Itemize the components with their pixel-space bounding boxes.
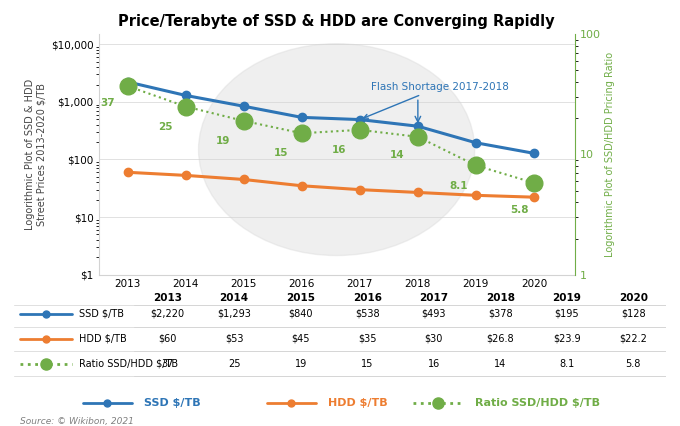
- Text: 2017: 2017: [419, 294, 448, 303]
- Text: 19: 19: [216, 136, 231, 146]
- Text: $378: $378: [488, 308, 513, 319]
- Text: SSD $/TB: SSD $/TB: [144, 397, 201, 408]
- Text: 2016: 2016: [288, 279, 315, 289]
- Text: 8.1: 8.1: [449, 181, 468, 190]
- Text: 2019: 2019: [462, 279, 489, 289]
- Text: $22.2: $22.2: [619, 334, 647, 344]
- Text: Source: © Wikibon, 2021: Source: © Wikibon, 2021: [20, 417, 134, 426]
- Text: 5.8: 5.8: [626, 359, 641, 369]
- Text: 5.8: 5.8: [510, 204, 529, 215]
- Y-axis label: Logorithmic Plot of SSD/HDD Pricing Ratio: Logorithmic Plot of SSD/HDD Pricing Rati…: [605, 52, 615, 257]
- Text: $493: $493: [422, 308, 446, 319]
- Text: 19: 19: [294, 359, 307, 369]
- Text: $35: $35: [358, 334, 377, 344]
- Text: $128: $128: [621, 308, 645, 319]
- Text: SSD $/TB: SSD $/TB: [79, 308, 124, 319]
- Text: 2019: 2019: [552, 294, 581, 303]
- Text: 2015: 2015: [286, 294, 315, 303]
- Text: Ratio SSD/HDD $/TB: Ratio SSD/HDD $/TB: [475, 397, 600, 408]
- Text: $195: $195: [554, 308, 579, 319]
- Text: 2013: 2013: [114, 279, 141, 289]
- Text: 15: 15: [274, 148, 289, 158]
- Text: 16: 16: [333, 145, 347, 155]
- Text: $53: $53: [225, 334, 243, 344]
- Text: 2014: 2014: [173, 279, 199, 289]
- Text: 2020: 2020: [619, 294, 647, 303]
- Text: 25: 25: [158, 122, 173, 132]
- Text: 2018: 2018: [486, 294, 515, 303]
- Text: 2016: 2016: [353, 294, 381, 303]
- Text: $60: $60: [158, 334, 177, 344]
- Text: 2013: 2013: [153, 294, 182, 303]
- Text: $30: $30: [424, 334, 443, 344]
- Text: $840: $840: [288, 308, 313, 319]
- Ellipse shape: [199, 44, 475, 256]
- Text: 16: 16: [428, 359, 440, 369]
- Text: 37: 37: [161, 359, 174, 369]
- Text: 2015: 2015: [231, 279, 257, 289]
- Text: $1,293: $1,293: [217, 308, 251, 319]
- Text: HDD $/TB: HDD $/TB: [79, 334, 126, 344]
- Text: $26.8: $26.8: [486, 334, 514, 344]
- Title: Price/Terabyte of SSD & HDD are Converging Rapidly: Price/Terabyte of SSD & HDD are Convergi…: [118, 14, 555, 29]
- Text: HDD $/TB: HDD $/TB: [328, 397, 388, 408]
- Text: $2,220: $2,220: [150, 308, 185, 319]
- Text: 25: 25: [228, 359, 240, 369]
- Text: 8.1: 8.1: [559, 359, 575, 369]
- Text: Ratio SSD/HDD $/TB: Ratio SSD/HDD $/TB: [79, 359, 178, 369]
- Text: Flash Shortage 2017-2018: Flash Shortage 2017-2018: [364, 82, 509, 118]
- Text: $538: $538: [355, 308, 379, 319]
- Text: 2018: 2018: [405, 279, 431, 289]
- Text: 2017: 2017: [347, 279, 373, 289]
- Text: $45: $45: [291, 334, 310, 344]
- Text: 2014: 2014: [220, 294, 249, 303]
- Y-axis label: Logorithmic Plot of SSD & HDD
Street Prices 2013-2020 $/TB: Logorithmic Plot of SSD & HDD Street Pri…: [25, 79, 47, 230]
- Text: $23.9: $23.9: [553, 334, 581, 344]
- Text: 2020: 2020: [521, 279, 547, 289]
- Text: 14: 14: [390, 150, 405, 161]
- Text: 37: 37: [100, 98, 115, 108]
- Text: 15: 15: [361, 359, 373, 369]
- Text: 14: 14: [494, 359, 507, 369]
